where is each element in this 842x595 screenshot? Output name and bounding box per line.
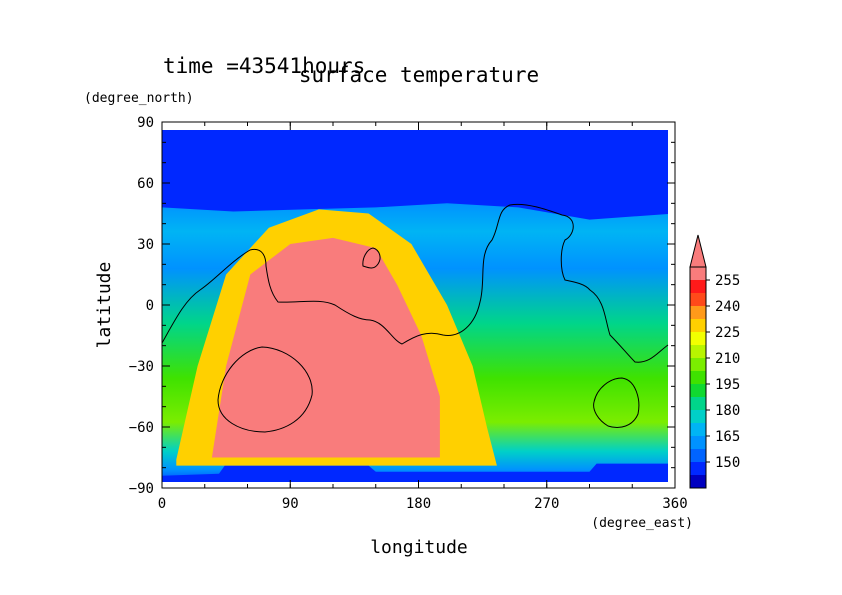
y-unit-label: (degree_north) <box>84 91 194 106</box>
x-tick-label: 270 <box>534 496 559 512</box>
x-tick-label: 90 <box>282 496 299 512</box>
x-unit-label: (degree_east) <box>591 516 693 531</box>
chart-title: surface temperature <box>299 63 539 87</box>
y-tick-label: 0 <box>146 298 154 314</box>
y-tick-label: −30 <box>129 359 154 375</box>
region-cold-polar-cap <box>162 132 668 220</box>
colorbar-swatch <box>690 358 706 372</box>
colorbar-swatch <box>690 319 706 333</box>
colorbar-frame <box>689 266 707 489</box>
colorbar-label: 225 <box>715 325 740 341</box>
contour-south-west <box>217 346 313 433</box>
x-tick-label: 180 <box>406 496 431 512</box>
colorbar-label: 255 <box>715 273 740 289</box>
coastline-main <box>161 203 669 363</box>
colorbar-label: 240 <box>715 299 740 315</box>
contour-south-east <box>593 377 640 428</box>
colorbar-swatch <box>690 410 706 424</box>
colorbar-swatch <box>690 462 706 476</box>
colorbar-swatch <box>690 397 706 411</box>
y-tick-label: 30 <box>137 237 154 253</box>
colorbar-swatch <box>690 293 706 307</box>
colorbar-swatch <box>690 267 706 281</box>
contour-north-island <box>362 247 381 269</box>
colorbar: 255 240 225 210 195 180 165 150 <box>689 234 740 489</box>
y-tick-label: 90 <box>137 115 154 131</box>
chart-subtitle: time =43541hours <box>163 54 365 78</box>
temperature-field <box>162 130 668 482</box>
y-tick-label: −90 <box>129 481 154 497</box>
y-tick-label: 60 <box>137 176 154 192</box>
temperature-bands <box>162 132 668 482</box>
coastline-contours <box>161 203 669 433</box>
x-tick-label: 360 <box>662 496 687 512</box>
y-tick-label: −60 <box>129 420 154 436</box>
colorbar-swatch <box>690 436 706 450</box>
colorbar-swatch <box>690 449 706 463</box>
colorbar-arrow <box>689 234 707 268</box>
axes: 0 90 180 270 360 90 60 30 0 −30 −60 −90 <box>129 115 688 512</box>
colorbar-label: 210 <box>715 351 740 367</box>
colorbar-swatch <box>690 332 706 346</box>
x-tick-label: 0 <box>158 496 166 512</box>
colorbar-label: 150 <box>715 455 740 471</box>
colorbar-label: 165 <box>715 429 740 445</box>
region-south-ice-cap <box>162 463 668 482</box>
colorbar-swatch <box>690 306 706 320</box>
colorbar-swatch <box>690 423 706 437</box>
x-axis-label: longitude <box>370 537 468 558</box>
colorbar-swatch <box>690 475 706 489</box>
y-axis-label: latitude <box>94 262 115 349</box>
colorbar-swatch <box>690 384 706 398</box>
colorbar-swatch <box>690 345 706 359</box>
colorbar-label: 180 <box>715 403 740 419</box>
region-warm-region-core <box>211 237 440 458</box>
colorbar-swatch <box>690 371 706 385</box>
colorbar-label: 195 <box>715 377 740 393</box>
colorbar-swatch <box>690 280 706 294</box>
